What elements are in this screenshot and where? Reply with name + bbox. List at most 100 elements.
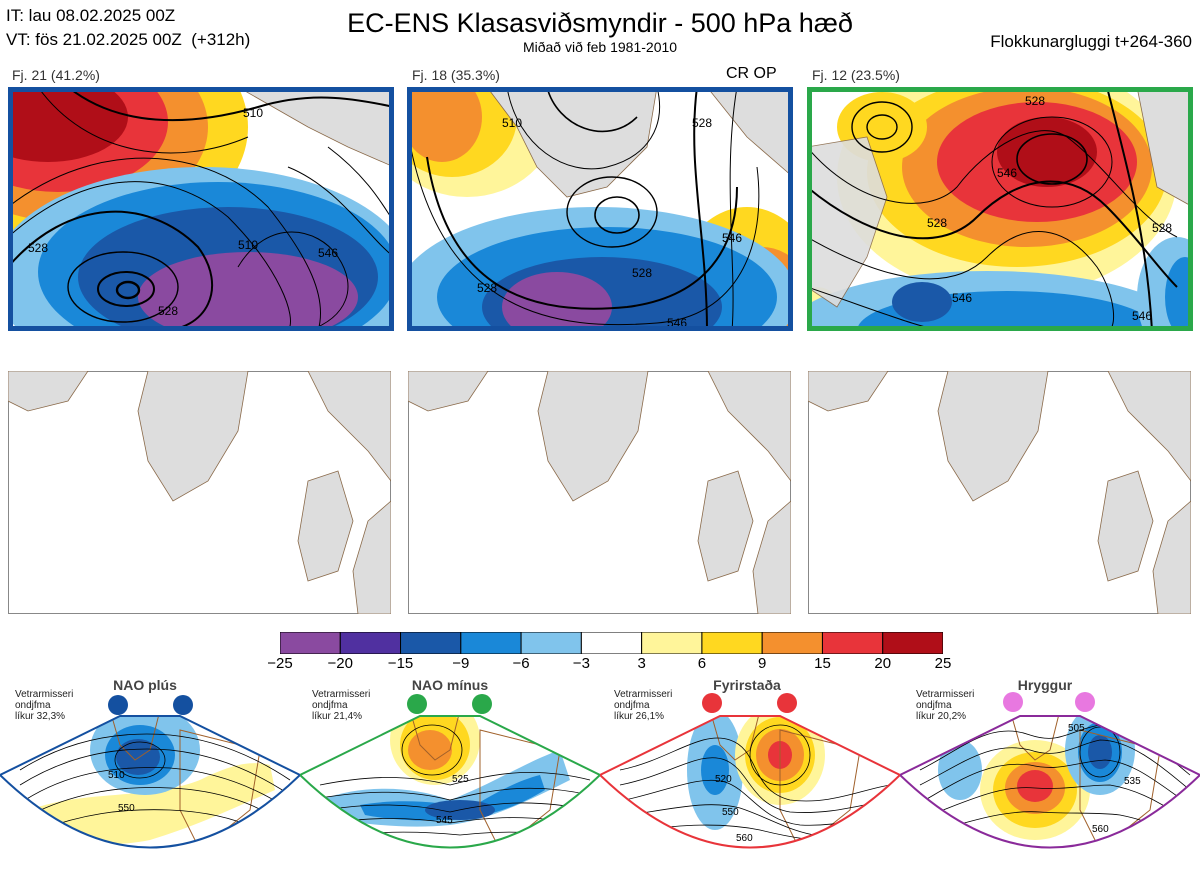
colorbar-tick: 3 xyxy=(637,655,646,672)
height-contour xyxy=(546,87,638,133)
cluster-1-frame xyxy=(8,87,394,331)
regime-1-marker xyxy=(173,695,193,715)
contour-label: 546 xyxy=(318,246,338,260)
contour-label: 550 xyxy=(118,803,135,814)
colorbar-swatch xyxy=(882,632,943,654)
contour-label: 546 xyxy=(722,231,742,245)
height-contour xyxy=(807,130,1178,238)
cluster-map-2: 510 528 546 528 546 528 xyxy=(407,87,793,331)
regime-2-marker xyxy=(407,694,427,714)
height-contour xyxy=(991,116,1113,208)
height-contour xyxy=(8,210,214,331)
anomaly-negative xyxy=(892,282,952,322)
anomaly-positive xyxy=(407,87,482,162)
regime-3-name: Fyrirstaða xyxy=(713,677,781,693)
empty-map-3 xyxy=(808,371,1191,614)
contour-label: 510 xyxy=(243,106,263,120)
cluster-3-frame xyxy=(807,87,1193,331)
anomaly-negative xyxy=(1088,735,1112,769)
contour-label: 535 xyxy=(1124,776,1141,787)
regime-1-marker xyxy=(108,695,128,715)
height-contour xyxy=(929,784,1186,821)
regime-1-border xyxy=(0,715,300,849)
colorbar-tick: 15 xyxy=(814,655,831,672)
anomaly-negative xyxy=(938,740,982,800)
height-contour xyxy=(329,817,586,826)
anomaly-negative xyxy=(138,252,358,331)
colorbar-swatch xyxy=(400,632,462,654)
contour-label: 546 xyxy=(952,291,972,305)
height-contour xyxy=(749,724,811,786)
regime-4-name: Hryggur xyxy=(1017,677,1073,693)
greenland xyxy=(537,371,649,502)
page-subtitle: Miðað við feb 1981-2010 xyxy=(522,39,678,55)
height-contour xyxy=(619,737,891,802)
cluster-map-3: 528 546 528 546 528 546 xyxy=(807,87,1193,331)
land-mass xyxy=(807,136,888,308)
land-mass xyxy=(706,87,793,178)
anomaly-colorbar xyxy=(280,632,943,654)
height-contour xyxy=(407,126,760,326)
height-contour xyxy=(29,787,286,826)
land-mass xyxy=(237,87,394,168)
height-contour xyxy=(506,87,661,170)
anomaly-negative xyxy=(1165,257,1193,331)
scandinavia xyxy=(307,371,391,482)
coastline xyxy=(409,716,461,761)
anomaly-negative xyxy=(701,745,729,795)
land-mass xyxy=(1136,87,1193,208)
colorbar-swatch xyxy=(701,632,763,654)
height-contour xyxy=(97,271,155,307)
anomaly-positive xyxy=(1017,770,1053,802)
arctic-land xyxy=(8,371,89,412)
height-contour xyxy=(287,166,394,258)
contour-label: 546 xyxy=(1132,309,1152,323)
regime-3-marker xyxy=(777,693,797,713)
anomaly-positive xyxy=(408,730,452,770)
scandinavia xyxy=(1107,371,1191,482)
height-contour xyxy=(319,771,591,786)
height-contour xyxy=(19,733,291,781)
regime-3-border xyxy=(600,715,900,849)
british-isles xyxy=(697,470,754,582)
europe xyxy=(752,500,791,614)
british-isles xyxy=(1097,470,1154,582)
arctic-land xyxy=(408,371,489,412)
height-contour xyxy=(67,87,394,122)
colorbar-tick: 20 xyxy=(874,655,892,672)
height-contour xyxy=(1016,133,1088,185)
colorbar-tick: 9 xyxy=(758,655,767,672)
regime-map-blocking: 520 550 560 xyxy=(600,693,900,849)
panel-2-label: Fj. 18 (35.3%) xyxy=(412,67,500,83)
regime-map-nao-plus: 510 550 xyxy=(0,695,300,849)
height-contour xyxy=(866,114,898,140)
regime-1-name: NAO plús xyxy=(113,677,177,693)
contour-label: 528 xyxy=(692,116,712,130)
anomaly-negative xyxy=(1014,851,1046,861)
scandinavia xyxy=(707,371,791,482)
height-contour xyxy=(807,231,1115,331)
anomaly-positive xyxy=(30,763,275,845)
anomaly-negative xyxy=(360,775,545,821)
panel-1-label: Fj. 21 (41.2%) xyxy=(12,67,100,83)
coastline xyxy=(709,716,761,761)
colorbar-tick: −15 xyxy=(387,655,414,672)
contour-label: 545 xyxy=(436,815,453,826)
height-contour xyxy=(594,196,640,234)
height-contour xyxy=(8,157,322,331)
contour-label: 528 xyxy=(927,216,947,230)
regime-2-frequency: Vetrarmisseri ondjfma líkur 21,4% xyxy=(312,689,371,722)
colorbar-swatch xyxy=(460,632,522,654)
regime-2-border xyxy=(300,715,600,849)
contour-label: 560 xyxy=(736,833,753,844)
height-contour xyxy=(426,156,738,310)
height-contour xyxy=(807,180,1178,288)
regime-4-marker xyxy=(1075,692,1095,712)
coastline xyxy=(109,716,161,761)
height-contour xyxy=(67,251,179,323)
height-contour xyxy=(1079,726,1121,778)
regime-map-ridge: 505 535 560 xyxy=(900,692,1200,861)
height-contour xyxy=(851,101,913,153)
europe xyxy=(1152,500,1191,614)
contour-label: 510 xyxy=(238,238,258,252)
